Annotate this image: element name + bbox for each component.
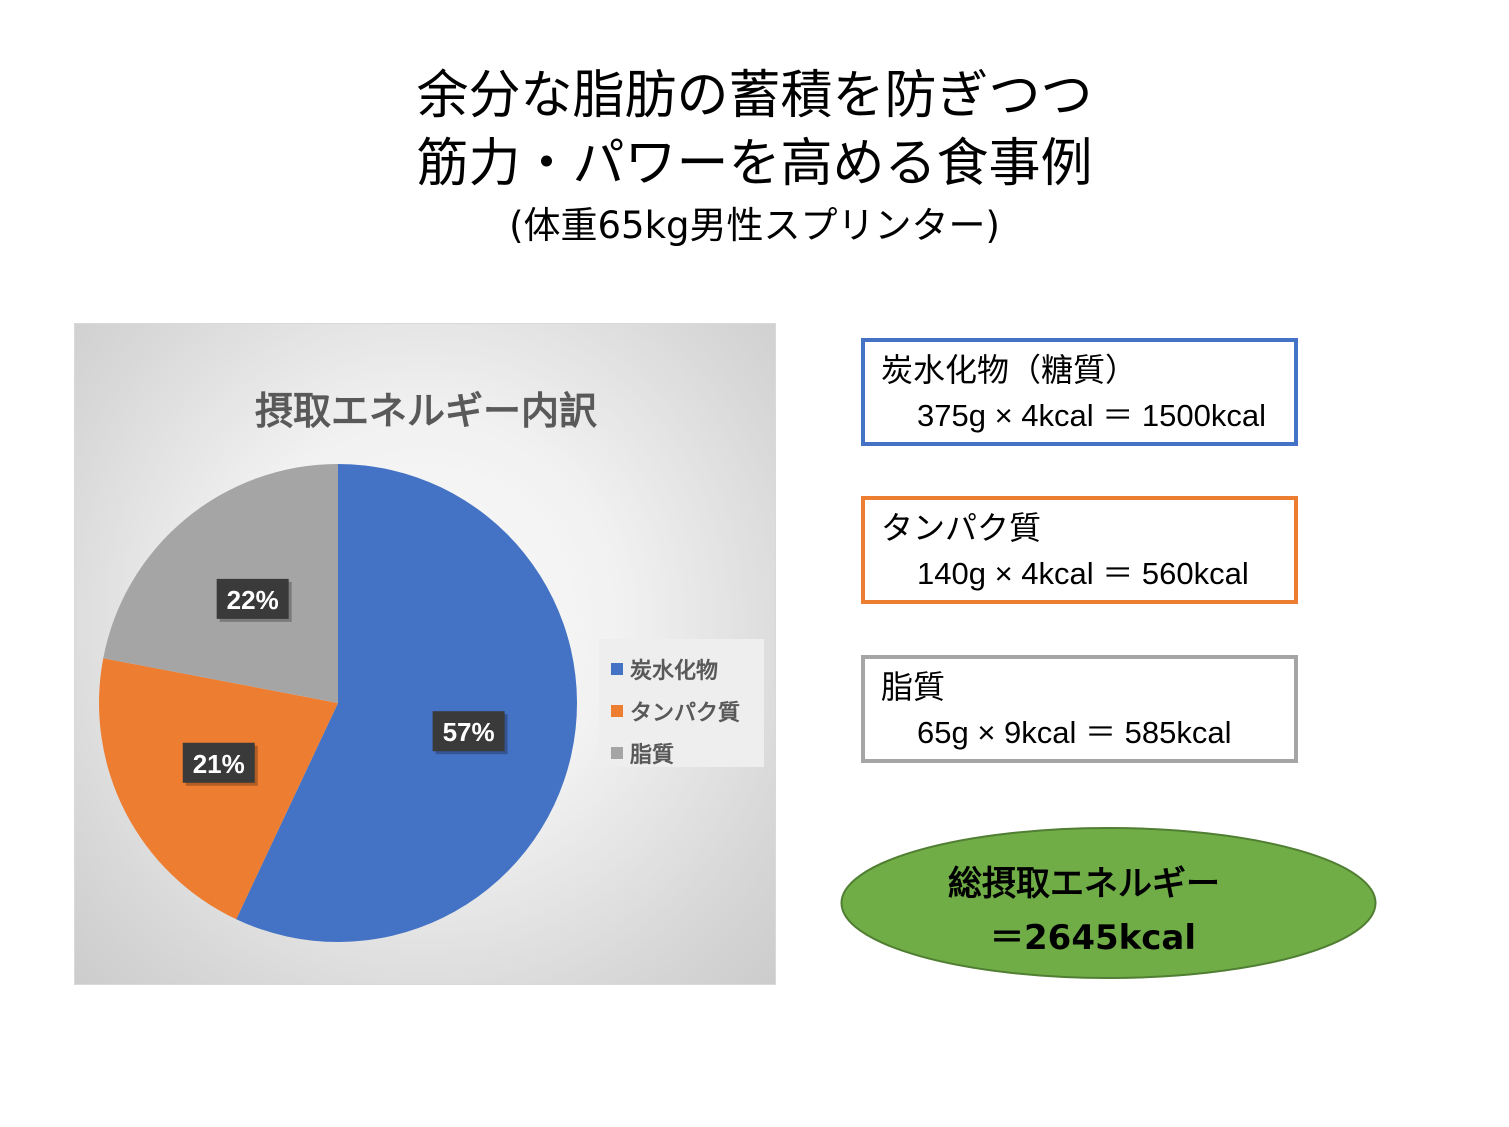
pie-chart-panel: 57% 21% 22% 摂取エネルギー内訳 炭水化物 タンパク質 脂質 xyxy=(74,323,776,985)
legend-swatch xyxy=(611,747,623,759)
box-title: 脂質 xyxy=(881,668,946,706)
box-formula: 375g × 4kcal ＝ 1500kcal xyxy=(917,398,1266,433)
protein-box: タンパク質 140g × 4kcal ＝ 560kcal xyxy=(861,496,1298,604)
chart-legend: 炭水化物 タンパク質 脂質 xyxy=(599,639,764,768)
data-label-protein: 21% xyxy=(182,742,258,786)
svg-text:21%: 21% xyxy=(193,749,245,779)
legend-swatch xyxy=(611,705,623,717)
carbohydrate-box: 炭水化物（糖質） 375g × 4kcal ＝ 1500kcal xyxy=(861,338,1298,446)
legend-item-protein: タンパク質 xyxy=(611,690,764,732)
data-label-fat: 22% xyxy=(216,578,292,622)
svg-text:22%: 22% xyxy=(227,585,279,615)
legend-item-fat: 脂質 xyxy=(611,732,764,774)
legend-label: タンパク質 xyxy=(630,701,741,726)
legend-swatch xyxy=(611,663,623,675)
total-energy-title: 総摂取エネルギー xyxy=(948,864,1220,904)
total-energy-value: ＝2645kcal xyxy=(990,918,1196,958)
legend-label: 炭水化物 xyxy=(630,659,719,684)
chart-title: 摂取エネルギー内訳 xyxy=(254,389,597,433)
ellipse-shape xyxy=(840,827,1377,979)
page-subtitle: (体重65kg男性スプリンター) xyxy=(509,204,1000,247)
legend-item-carbohydrate: 炭水化物 xyxy=(611,648,764,690)
pie-slice-protein xyxy=(99,658,339,920)
box-formula: 140g × 4kcal ＝ 560kcal xyxy=(917,556,1249,591)
box-title: タンパク質 xyxy=(881,509,1042,547)
page-title-line2: 筋力・パワーを高める食事例 xyxy=(416,134,1093,194)
pie-chart: 57% 21% 22% xyxy=(99,464,577,942)
legend-label: 脂質 xyxy=(630,743,675,768)
total-energy-ellipse: 総摂取エネルギー ＝2645kcal xyxy=(840,826,1377,980)
page-title-line1: 余分な脂肪の蓄積を防ぎつつ xyxy=(416,66,1093,126)
box-title: 炭水化物（糖質） xyxy=(881,351,1138,389)
pie-slice-carbohydrate xyxy=(236,464,577,942)
box-formula: 65g × 9kcal ＝ 585kcal xyxy=(917,715,1232,750)
fat-box: 脂質 65g × 9kcal ＝ 585kcal xyxy=(861,655,1298,763)
svg-text:57%: 57% xyxy=(443,717,495,747)
data-label-carbohydrate: 57% xyxy=(432,711,508,755)
